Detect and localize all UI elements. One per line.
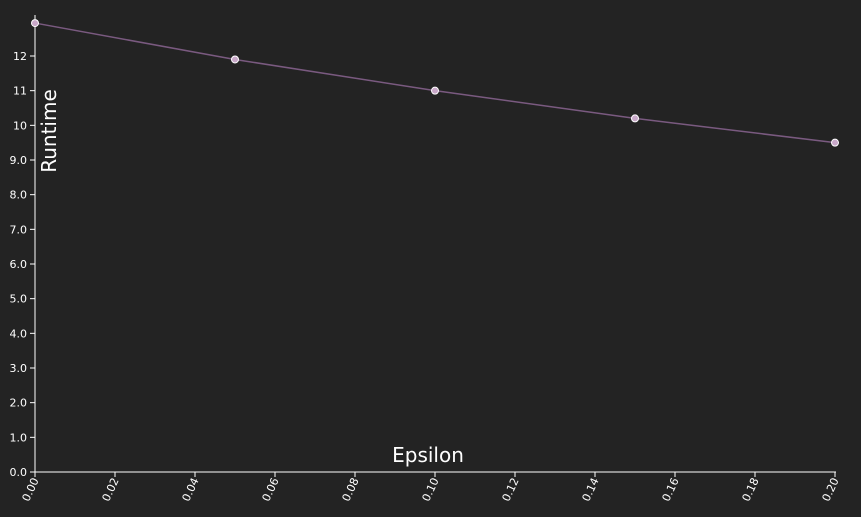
x-tick-label: 0.12: [500, 476, 522, 504]
y-axis-title: Runtime: [37, 89, 61, 173]
series-runtime: [31, 19, 839, 147]
x-tick-label: 0.10: [420, 476, 442, 504]
x-tick-label: 0.00: [20, 476, 42, 504]
x-tick-label: 0.14: [580, 476, 602, 504]
data-point: [831, 138, 839, 147]
y-tick-label: 9.0: [10, 154, 28, 167]
y-tick-label: 4.0: [10, 327, 28, 340]
y-tick-label: 7.0: [10, 223, 28, 236]
y-tick-label: 11: [13, 85, 27, 98]
y-tick-label: 10: [13, 119, 27, 132]
x-tick-label: 0.04: [180, 476, 202, 504]
y-tick-label: 5.0: [10, 293, 28, 306]
x-tick-label: 0.16: [660, 476, 682, 504]
data-point: [631, 114, 639, 123]
y-tick-label: 0.0: [10, 466, 28, 479]
x-axis-title: Epsilon: [392, 443, 464, 467]
y-axis-ticks: 0.0 1.0 2.0 3.0 4.0 5.0 6.0 7.0 8.0 9.0 10 11 12: [10, 50, 35, 479]
data-point: [31, 19, 39, 28]
x-tick-label: 0.18: [740, 476, 762, 504]
y-tick-label: 1.0: [10, 431, 28, 444]
x-tick-label: 0.06: [260, 476, 282, 504]
y-tick-label: 8.0: [10, 189, 28, 202]
y-tick-label: 12: [13, 50, 27, 63]
x-tick-label: 0.02: [100, 476, 122, 504]
y-tick-label: 2.0: [10, 397, 28, 410]
x-tick-label: 0.20: [820, 476, 842, 504]
data-point: [231, 55, 239, 64]
data-point: [431, 86, 439, 95]
x-tick-label: 0.08: [340, 476, 362, 504]
y-tick-label: 3.0: [10, 362, 28, 375]
series-line: [34, 22, 836, 144]
y-tick-label: 6.0: [10, 258, 28, 271]
x-axis-ticks: 0.00 0.02 0.04 0.06 0.08 0.10 0.12 0.14 0.16 0.18…: [20, 472, 842, 503]
